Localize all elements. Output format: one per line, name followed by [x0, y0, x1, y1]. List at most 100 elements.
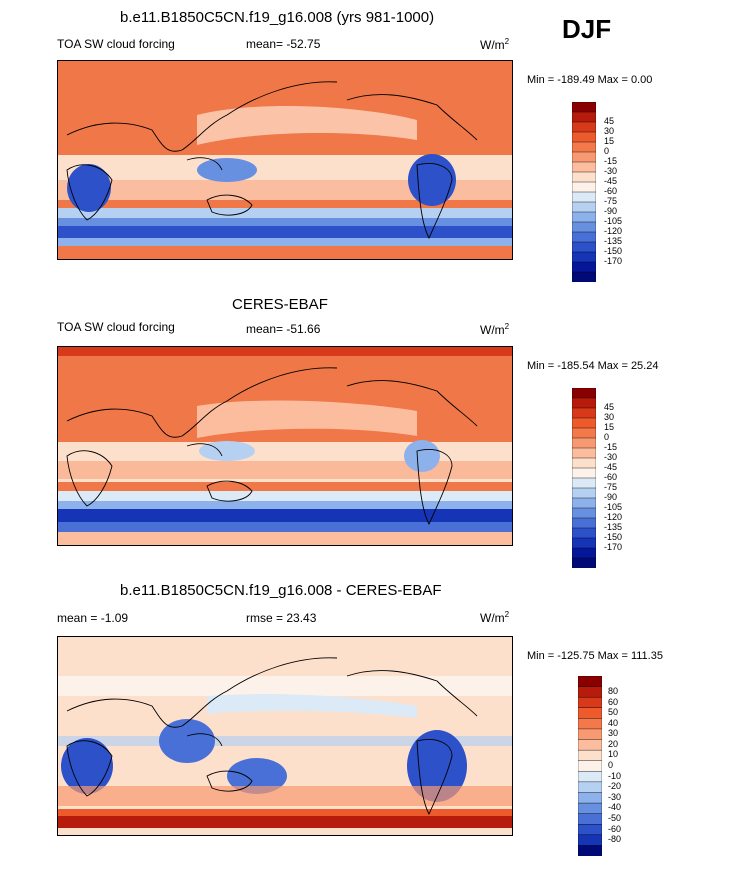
panel-1-colorbar-label: -90: [604, 206, 618, 216]
panel-2-colorbar-swatch: [571, 487, 597, 499]
panel-1-colorbar-label: -60: [604, 186, 618, 196]
panel-1-colorbar-label: -105: [604, 216, 623, 226]
panel-2-colorbar-swatch: [571, 457, 597, 469]
panel-3-title: b.e11.B1850C5CN.f19_g16.008 - CERES-EBAF: [120, 582, 442, 599]
panel-1-colorbar-label: -150: [604, 246, 623, 256]
panel-2-colorbar-swatches: [571, 387, 597, 569]
panel-1-colorbar-label: 0: [604, 146, 610, 156]
panel-2-colorbar-swatch: [571, 467, 597, 479]
panel-2-colorbar-label: -30: [604, 452, 618, 462]
panel-2-colorbar-swatch: [571, 397, 597, 409]
panel-3-units: W/m2: [480, 610, 510, 625]
panel-3-colorbar-swatch: [577, 760, 603, 772]
panel-2-mean-label: mean= -51.66: [246, 322, 321, 336]
panel-2-colorbar-label: -150: [604, 532, 623, 542]
panel-1-colorbar-label: -30: [604, 166, 618, 176]
panel-2-units: W/m2: [480, 322, 510, 337]
panel-3-colorbar-label: 80: [608, 685, 619, 696]
panel-2-colorbar-label: -135: [604, 522, 623, 532]
panel-2-colorbar-labels: 45 30 15 0 -15 -30 -45 -60 -75 -90 -105 -120 -135 -15…: [604, 388, 644, 568]
panel-3-colorbar-swatch: [577, 771, 603, 783]
panel-2-colorbar-swatch: [571, 547, 597, 559]
panel-1-map: [57, 60, 513, 260]
panel-2-colorbar-label: -75: [604, 482, 618, 492]
panel-1-colorbar-swatch: [571, 201, 597, 213]
panel-2-colorbar-swatch: [571, 517, 597, 529]
panel-2-colorbar-label: -45: [604, 462, 618, 472]
panel-2-variable-label: TOA SW cloud forcing: [57, 320, 175, 334]
panel-3-colorbar-swatch: [577, 675, 603, 688]
panel-1-colorbar-swatch: [571, 251, 597, 263]
panel-3-colorbar-label: 10: [608, 749, 619, 760]
panel-2-colorbar-label: -120: [604, 512, 623, 522]
panel-1-colorbar-swatch: [571, 191, 597, 203]
panel-2-colorbar-swatch: [571, 387, 597, 399]
panel-3-colorbar-swatch: [577, 728, 603, 741]
panel-1-colorbar-label: -170: [604, 256, 623, 266]
panel-3-colorbar-swatch: [577, 686, 603, 698]
panel-1-colorbar: [571, 101, 597, 287]
panel-2-colorbar-swatch: [571, 427, 597, 439]
panel-3-colorbar-swatch: [577, 739, 603, 751]
panel-3-colorbar-swatch: [577, 802, 603, 815]
panel-3-colorbar-label: -50: [608, 812, 622, 823]
panel-3-colorbar-label: -30: [608, 791, 622, 802]
panel-1-colorbar-swatch: [571, 121, 597, 133]
panel-1-colorbar-swatch: [571, 111, 597, 123]
panel-2-colorbar-label: 0: [604, 432, 610, 442]
panel-2-colorbar-label: -15: [604, 442, 618, 452]
panel-1-colorbar-swatches: [571, 101, 597, 283]
panel-1-colorbar-swatch: [571, 241, 597, 253]
panel-3-colorbar-labels: 80 60 50 40 30 20 10 0 -10 -20 -30 -40 -50 -60 -80: [608, 676, 648, 856]
panel-2-map: [57, 346, 513, 546]
panel-3-colorbar-swatch: [577, 749, 603, 762]
panel-2-colorbar-swatch: [571, 537, 597, 549]
panel-1-colorbar-swatch: [571, 211, 597, 223]
panel-3-colorbar-swatch: [577, 792, 603, 804]
panel-1-units: W/m2: [480, 37, 510, 52]
panel-1-colorbar-swatch: [571, 261, 597, 273]
panel-3-colorbar-label: -10: [608, 770, 622, 781]
panel-2-colorbar-label: 30: [604, 412, 615, 422]
panel-1-minmax: Min = -189.49 Max = 0.00: [527, 74, 653, 86]
panel-2-colorbar-swatch: [571, 507, 597, 519]
panel-3-rmse-label: rmse = 23.43: [246, 611, 317, 625]
panel-3-colorbar-label: -60: [608, 823, 622, 834]
panel-2-colorbar-label: 15: [604, 422, 615, 432]
panel-3-colorbar-swatch: [577, 718, 603, 730]
panel-1-variable-label: TOA SW cloud forcing: [57, 37, 175, 51]
panel-3-colorbar-label: 0: [608, 760, 614, 770]
panel-3-colorbar-label: 30: [608, 728, 619, 739]
panel-2-colorbar-label: -105: [604, 502, 623, 512]
panel-3-colorbar-swatches: [577, 675, 603, 857]
panel-2-colorbar-swatch: [571, 497, 597, 509]
panel-3-colorbar: [577, 675, 603, 861]
panel-1-colorbar-swatch: [571, 231, 597, 243]
panel-3-colorbar-label: 60: [608, 696, 619, 707]
panel-1-mean-label: mean= -52.75: [246, 37, 321, 51]
panel-2-colorbar-swatch: [571, 437, 597, 449]
panel-1-colorbar-swatch: [571, 161, 597, 173]
panel-1-title: b.e11.B1850C5CN.f19_g16.008 (yrs 981-100…: [120, 9, 435, 26]
panel-2-colorbar-label: -60: [604, 472, 618, 482]
panel-2-minmax: Min = -185.54 Max = 25.24: [527, 360, 659, 372]
season-label: DJF: [562, 14, 612, 44]
panel-3-colorbar-swatch: [577, 781, 603, 793]
panel-2-colorbar-label: -90: [604, 492, 618, 502]
panel-2-colorbar: [571, 387, 597, 573]
panel-2-colorbar-swatch: [571, 557, 597, 569]
panel-1-colorbar-swatch: [571, 131, 597, 143]
panel-3-colorbar-swatch: [577, 824, 603, 836]
panel-2-colorbar-label: -170: [604, 542, 623, 552]
panel-3-colorbar-label: 50: [608, 707, 619, 718]
panel-2-colorbar-swatch: [571, 417, 597, 429]
panel-3-colorbar-label: 20: [608, 738, 619, 749]
panel-1-colorbar-swatch: [571, 271, 597, 283]
panel-1-colorbar-labels: 45 30 15 0 -15 -30 -45 -60 -75 -90 -105 -120 -135 -15…: [604, 102, 644, 282]
panel-2-title: CERES-EBAF: [232, 296, 328, 313]
panel-1-colorbar-swatch: [571, 181, 597, 193]
panel-3-colorbar-swatch: [577, 834, 603, 846]
panel-3-mean-label: mean = -1.09: [57, 611, 129, 625]
panel-3-colorbar-swatch: [577, 813, 603, 825]
panel-1-colorbar-swatch: [571, 101, 597, 113]
